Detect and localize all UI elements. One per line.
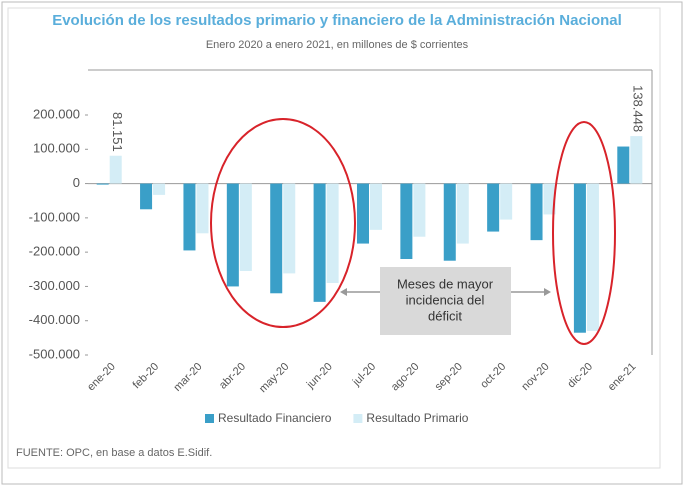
- bar: [153, 183, 166, 195]
- bar: [487, 183, 500, 232]
- bar: [326, 183, 339, 283]
- bar: [283, 183, 296, 274]
- chart-subtitle: Enero 2020 a enero 2021, en millones de …: [206, 39, 469, 51]
- annotation-box: [380, 267, 511, 335]
- y-tick-label: -300.000: [29, 278, 80, 293]
- bar: [109, 155, 122, 184]
- y-tick-label: -500.000: [29, 346, 80, 361]
- legend-swatch: [353, 414, 363, 423]
- bar: [586, 183, 599, 331]
- annotation-text: Meses de mayor: [397, 276, 494, 291]
- bar: [617, 146, 630, 184]
- highlight-ellipse: [552, 121, 616, 345]
- bar: [530, 183, 543, 241]
- arrowhead: [544, 288, 551, 296]
- y-tick-label: -400.000: [29, 312, 80, 327]
- annotation-text: incidencia del: [406, 292, 485, 307]
- value-label: 81.151: [110, 112, 125, 152]
- bar: [140, 183, 153, 210]
- legend-label: Resultado Primario: [366, 411, 468, 425]
- bar: [630, 136, 643, 184]
- bar: [443, 183, 456, 261]
- bar: [96, 183, 109, 185]
- bar: [239, 183, 252, 271]
- legend-label: Resultado Financiero: [218, 411, 332, 425]
- bar: [400, 183, 413, 259]
- source: FUENTE: OPC, en base a datos E.Sidif.: [16, 447, 212, 459]
- y-tick-label: 200.000: [33, 106, 80, 121]
- bar: [313, 183, 326, 302]
- y-tick-label: -200.000: [29, 244, 80, 259]
- bar: [356, 183, 369, 244]
- bar: [226, 183, 239, 287]
- bar: [413, 183, 426, 237]
- bar: [196, 183, 209, 234]
- bar: [183, 183, 196, 251]
- bar: [456, 183, 469, 244]
- y-tick-label: -100.000: [29, 209, 80, 224]
- bar: [543, 183, 556, 215]
- y-tick-label: 0: [73, 175, 80, 190]
- legend-swatch: [205, 414, 214, 423]
- arrowhead: [340, 288, 347, 296]
- annotation-text: déficit: [428, 308, 462, 323]
- bar: [500, 183, 513, 220]
- y-tick-label: 100.000: [33, 141, 80, 156]
- value-label: 138.448: [630, 85, 645, 132]
- highlight-ellipse: [210, 118, 356, 328]
- chart-title: Evolución de los resultados primario y f…: [52, 12, 622, 29]
- bar: [270, 183, 283, 294]
- bar: [573, 183, 586, 333]
- bar: [370, 183, 383, 230]
